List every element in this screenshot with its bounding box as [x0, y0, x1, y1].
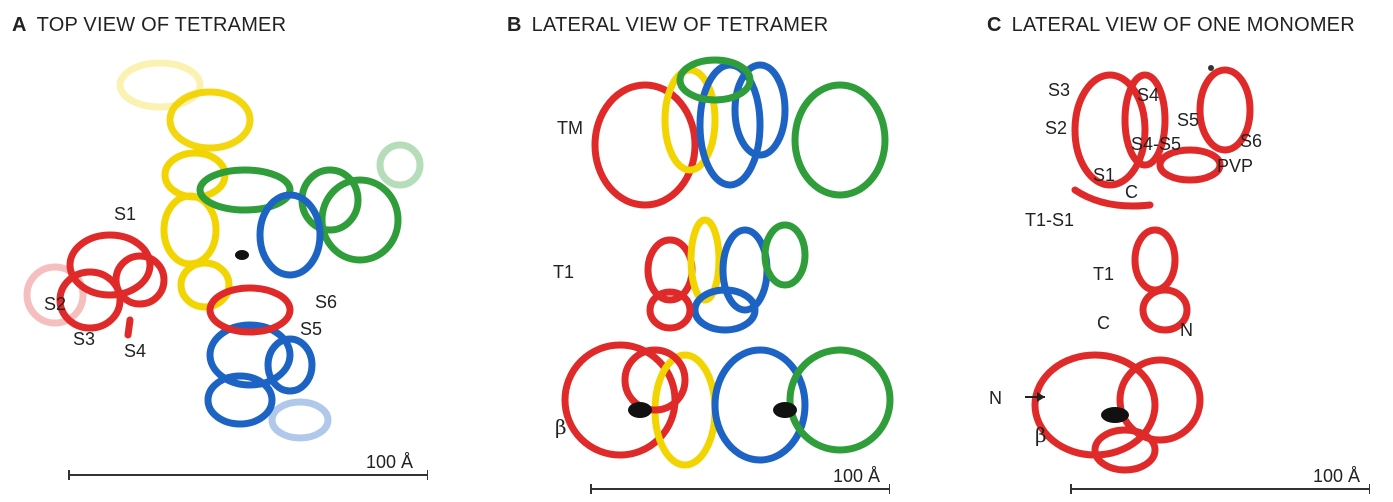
subunit-red [23, 231, 294, 339]
scale-bar-c [1070, 484, 1370, 494]
scale-bar-b [590, 484, 890, 494]
label-s5: S5 [300, 319, 323, 339]
panel-a-title-text: TOP VIEW OF TETRAMER [36, 14, 287, 36]
subunit-blue [204, 191, 332, 442]
ligands [628, 402, 797, 418]
label-t1-s1: T1-S1 [1025, 210, 1075, 230]
label-s4: S4 [124, 341, 147, 361]
panel-c-letter: C [987, 14, 1002, 36]
label-s2: S2 [1045, 118, 1068, 138]
label-n-inner: N [1180, 320, 1193, 340]
label-s4: S4 [1137, 85, 1160, 105]
panel-b-title-text: LATERAL VIEW OF TETRAMER [531, 14, 829, 36]
label-s5: S5 [1177, 110, 1200, 130]
tetramer-lateral-view-structure [561, 56, 894, 469]
label-s2: S2 [44, 294, 67, 314]
ligand [1101, 407, 1129, 423]
label-c-lower: C [1097, 313, 1110, 333]
scale-label-b: 100 Å [833, 466, 881, 486]
monomer-structure [1025, 65, 1254, 474]
label-t1: T1 [553, 262, 575, 282]
tm-region [591, 56, 889, 209]
beta-region [561, 341, 894, 469]
scale-label-a: 100 Å [366, 452, 414, 472]
panel-b-title: B LATERAL VIEW OF TETRAMER [507, 14, 828, 37]
label-tm: TM [557, 118, 583, 138]
label-beta: β [1035, 423, 1047, 447]
label-s1: S1 [1093, 165, 1116, 185]
tetramer-top-view-structure [23, 59, 424, 442]
panel-a-letter: A [12, 14, 27, 36]
panel-c-monomer-view: C LATERAL VIEW OF ONE MONOMER S3 S4 S5 S6… [975, 0, 1393, 502]
label-s6: S6 [315, 292, 338, 312]
label-beta: β [555, 415, 567, 439]
panel-b-letter: B [507, 14, 522, 36]
subunit-yellow [116, 59, 254, 311]
label-pvp: PVP [1217, 156, 1254, 176]
scale-label-c: 100 Å [1313, 466, 1361, 486]
label-n-arrow: N [989, 388, 1002, 408]
t1-region [644, 216, 809, 334]
monomer-red [1031, 65, 1254, 474]
label-t1: T1 [1093, 264, 1115, 284]
label-s6: S6 [1240, 131, 1263, 151]
label-s3: S3 [1048, 80, 1071, 100]
panel-b-lateral-view: B LATERAL VIEW OF TETRAMER [495, 0, 935, 502]
central-ion [235, 250, 249, 260]
panel-c-title: C LATERAL VIEW OF ONE MONOMER [987, 14, 1355, 37]
panel-c-title-text: LATERAL VIEW OF ONE MONOMER [1011, 14, 1355, 36]
panel-a-title: A TOP VIEW OF TETRAMER [12, 14, 286, 37]
label-s4-s5: S4-S5 [1131, 134, 1182, 154]
label-s1: S1 [114, 204, 137, 224]
label-s3: S3 [73, 329, 96, 349]
panel-a-top-view: A TOP VIEW OF TETRAMER [0, 0, 460, 502]
label-c-upper: C [1125, 182, 1138, 202]
scale-bar-a [68, 470, 428, 480]
